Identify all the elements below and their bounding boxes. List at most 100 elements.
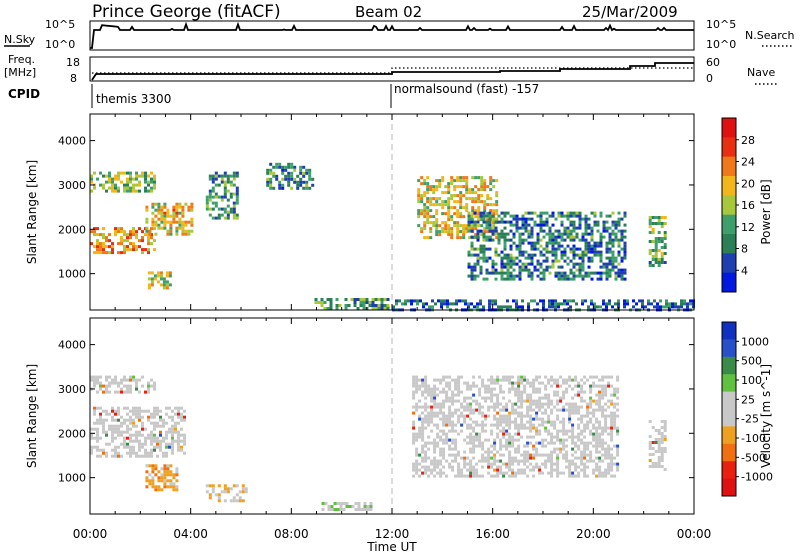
- velocity-cell: [126, 424, 129, 428]
- velocity-cell: [595, 456, 599, 460]
- power-cell: [450, 218, 454, 222]
- velocity-cell: [514, 381, 518, 385]
- power-cell: [480, 224, 484, 228]
- velocity-cell: [598, 438, 602, 442]
- power-cell: [563, 271, 567, 275]
- velocity-cell: [442, 423, 446, 427]
- power-cell: [554, 229, 558, 233]
- velocity-cell: [535, 402, 539, 406]
- velocity-cell: [592, 408, 596, 412]
- power-cell: [563, 277, 567, 281]
- power-cell: [214, 171, 218, 175]
- velocity-cell: [520, 453, 524, 457]
- velocity-colorbar-segment: [722, 426, 736, 445]
- power-cell: [611, 265, 615, 269]
- velocity-cell: [481, 378, 485, 382]
- power-cell: [117, 242, 120, 246]
- velocity-cell: [601, 414, 605, 418]
- power-cell: [214, 204, 218, 208]
- power-cell: [220, 213, 224, 217]
- power-cell: [489, 176, 493, 180]
- velocity-cell: [511, 420, 515, 424]
- velocity-cell: [436, 378, 440, 382]
- velocity-cell: [514, 393, 518, 397]
- velocity-cell: [610, 399, 614, 403]
- velocity-cell: [436, 462, 440, 466]
- velocity-cell: [604, 384, 608, 388]
- power-cell: [491, 262, 495, 266]
- velocity-cell: [448, 381, 452, 385]
- power-cell: [620, 238, 624, 242]
- velocity-cell: [472, 381, 476, 385]
- power-cell: [651, 222, 655, 225]
- power-cell: [515, 229, 519, 233]
- power-cell: [651, 255, 655, 258]
- power-cell: [159, 274, 163, 278]
- velocity-cell: [412, 393, 416, 397]
- power-cell: [272, 165, 276, 169]
- power-cell: [476, 238, 480, 242]
- power-cell: [506, 232, 510, 236]
- power-cell: [623, 244, 627, 248]
- velocity-cell: [523, 450, 527, 454]
- power-cell: [422, 305, 425, 309]
- power-cell: [178, 226, 182, 230]
- power-cell: [617, 302, 620, 306]
- power-cell: [444, 224, 448, 228]
- power-cell: [335, 298, 339, 301]
- velocity-cell: [424, 450, 428, 454]
- velocity-cell: [607, 462, 611, 466]
- power-cell: [494, 217, 498, 221]
- velocity-cell: [508, 435, 512, 439]
- velocity-cell: [90, 445, 93, 449]
- velocity-cell: [550, 474, 554, 478]
- power-cell: [344, 307, 348, 310]
- velocity-cell: [427, 423, 431, 427]
- velocity-cell: [487, 471, 491, 475]
- velocity-cell: [463, 438, 467, 442]
- velocity-cell: [180, 415, 183, 419]
- velocity-cell: [529, 381, 533, 385]
- velocity-cell: [586, 414, 590, 418]
- power-cell: [476, 235, 480, 239]
- velocity-cell: [418, 387, 422, 391]
- velocity-cell: [141, 384, 144, 388]
- velocity-cell: [466, 396, 470, 400]
- power-cell: [329, 307, 333, 310]
- velocity-cell: [135, 430, 138, 434]
- power-cell: [617, 217, 621, 221]
- power-cell: [593, 271, 597, 275]
- power-cell: [521, 232, 525, 236]
- velocity-cell: [427, 390, 431, 394]
- power-cell: [584, 271, 588, 275]
- power-cell: [154, 223, 158, 227]
- power-cell: [486, 212, 490, 216]
- power-cell: [656, 305, 659, 309]
- power-cell: [506, 253, 510, 257]
- velocity-cell: [165, 454, 168, 458]
- power-cell: [407, 299, 410, 303]
- velocity-cell: [657, 459, 661, 462]
- power-cell: [617, 220, 621, 224]
- velocity-cell: [475, 438, 479, 442]
- velocity-cell: [105, 442, 108, 446]
- power-cell: [156, 274, 160, 278]
- power-cell: [163, 223, 167, 227]
- power-cell: [482, 235, 486, 239]
- power-cell: [518, 259, 522, 263]
- velocity-cell: [436, 405, 440, 409]
- velocity-cell: [481, 459, 485, 463]
- power-cell: [482, 259, 486, 263]
- power-cell: [648, 222, 652, 225]
- velocity-cell: [153, 406, 156, 410]
- power-cell: [653, 299, 656, 303]
- velocity-cell: [535, 432, 539, 436]
- power-cell: [584, 274, 588, 278]
- velocity-cell: [174, 421, 177, 425]
- power-cell: [530, 274, 534, 278]
- velocity-cell: [571, 459, 575, 463]
- power-cell: [623, 253, 627, 257]
- power-cell: [530, 277, 534, 281]
- power-cell: [533, 299, 536, 303]
- velocity-cell: [120, 433, 123, 437]
